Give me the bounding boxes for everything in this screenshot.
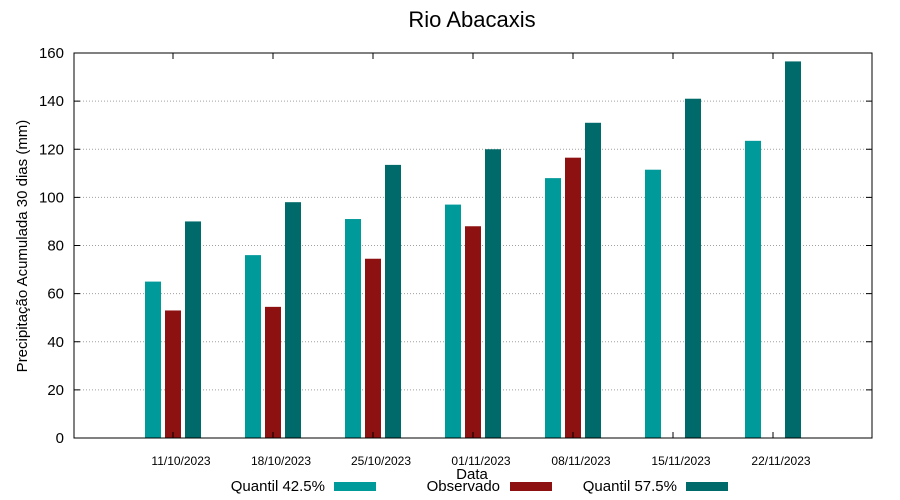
x-tick-label: 08/11/2023	[551, 454, 610, 468]
bar	[645, 169, 661, 438]
bar	[745, 140, 761, 438]
x-tick-label: 25/10/2023	[351, 454, 411, 468]
legend-label: Quantil 57.5%	[583, 478, 677, 495]
bar	[445, 204, 461, 438]
y-tick-label: 100	[39, 189, 64, 206]
x-tick-label: 01/11/2023	[451, 454, 510, 468]
y-tick-label: 20	[47, 382, 64, 399]
legend-swatch	[686, 482, 728, 491]
y-tick-label: 160	[39, 45, 64, 62]
y-tick-label: 40	[47, 334, 64, 351]
bar	[485, 149, 501, 438]
bar	[285, 202, 301, 438]
y-axis-ticks: 0 20 40 60 80 100 120 140 160	[39, 45, 872, 447]
x-tick-label: 15/11/2023	[651, 454, 710, 468]
bar	[585, 122, 601, 438]
y-axis-label: Precipitação Acumulada 30 dias (mm)	[14, 120, 31, 373]
legend-swatch	[334, 482, 376, 491]
bar	[565, 157, 581, 438]
bar	[265, 306, 281, 438]
y-tick-label: 80	[47, 238, 64, 255]
bar	[165, 310, 181, 438]
legend: Quantil 42.5% Observado Quantil 57.5%	[231, 478, 728, 495]
y-tick-label: 140	[39, 93, 64, 110]
x-axis-label: Data	[456, 466, 488, 483]
bar	[345, 219, 361, 438]
legend-swatch	[510, 482, 552, 491]
y-tick-label: 0	[56, 430, 64, 447]
y-tick-label: 60	[47, 286, 64, 303]
bar	[245, 255, 261, 438]
chart-title: Rio Abacaxis	[408, 7, 535, 32]
bar	[185, 221, 201, 438]
legend-label: Observado	[427, 478, 500, 495]
y-tick-label: 120	[39, 141, 64, 158]
bar	[385, 164, 401, 438]
bar	[465, 226, 481, 438]
x-tick-label: 22/11/2023	[751, 454, 810, 468]
x-tick-label: 11/10/2023	[151, 454, 210, 468]
bar	[145, 281, 161, 438]
bar	[365, 258, 381, 438]
bar	[785, 61, 801, 438]
bar	[685, 98, 701, 438]
x-axis-ticks: 11/10/2023 18/10/2023 25/10/2023 01/11/2023…	[151, 53, 811, 468]
bar	[545, 178, 561, 438]
legend-label: Quantil 42.5%	[231, 478, 325, 495]
x-tick-label: 18/10/2023	[251, 454, 311, 468]
bars	[145, 61, 801, 438]
